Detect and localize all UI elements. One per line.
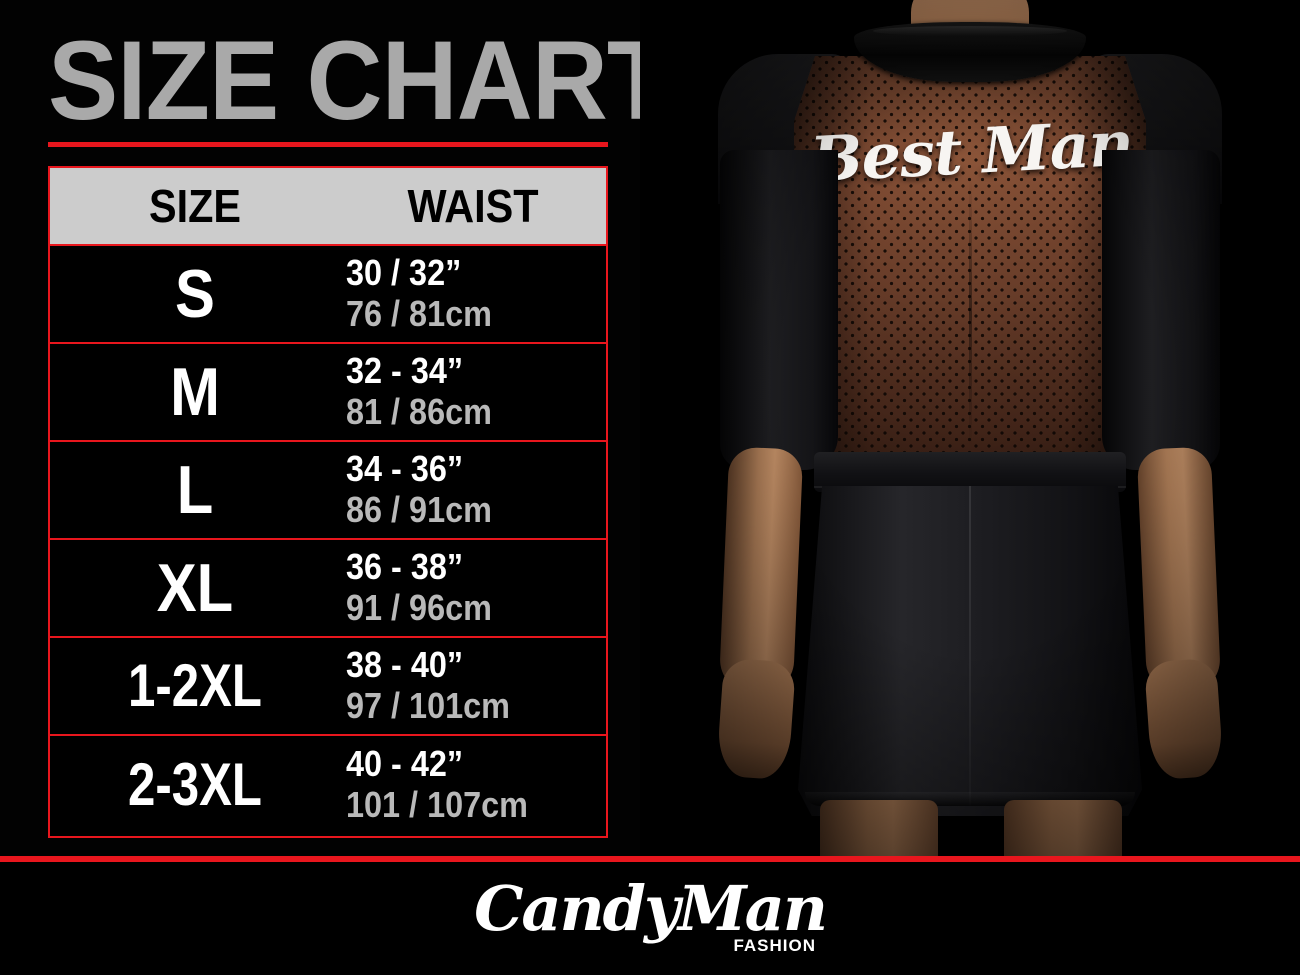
model-forearm-left: [718, 446, 804, 696]
table-header-row: SIZE WAIST: [50, 168, 606, 246]
waist-inches: 40 - 42”: [346, 743, 464, 784]
cell-size: L: [176, 452, 214, 528]
waist-inches: 34 - 36”: [346, 448, 464, 489]
garment-skirt-seam: [969, 486, 971, 806]
footer: CandyMan FASHION: [0, 862, 1300, 975]
brand-logo-wordmark: CandyMan: [474, 872, 828, 945]
size-chart-table: SIZE WAIST S 30 / 32” 76 / 81cm M 32 - 3…: [48, 166, 608, 838]
garment-sleeve-left: [720, 150, 838, 470]
model-spine-shadow: [969, 179, 972, 450]
waist-centimeters: 91 / 96cm: [346, 587, 492, 628]
table-row: L 34 - 36” 86 / 91cm: [50, 442, 606, 540]
waist-inches: 30 / 32”: [346, 252, 462, 293]
waist-inches: 36 - 38”: [346, 546, 464, 587]
model-forearm-right: [1136, 446, 1222, 696]
title-underline-rule: [48, 142, 608, 147]
table-row: S 30 / 32” 76 / 81cm: [50, 246, 606, 344]
waist-centimeters: 81 / 86cm: [346, 391, 492, 432]
model-hand-left: [715, 657, 797, 781]
table-row: M 32 - 34” 81 / 86cm: [50, 344, 606, 442]
model-hand-right: [1143, 657, 1225, 781]
brand-logo: CandyMan FASHION: [450, 874, 850, 962]
cell-waist: 40 - 42” 101 / 107cm: [340, 744, 606, 826]
model-leg-left: [820, 800, 938, 858]
cell-waist: 32 - 34” 81 / 86cm: [340, 351, 606, 433]
table-row: 1-2XL 38 - 40” 97 / 101cm: [50, 638, 606, 736]
cell-waist: 38 - 40” 97 / 101cm: [340, 645, 606, 727]
cell-size: S: [175, 256, 215, 332]
cell-size: XL: [156, 550, 234, 626]
garment-sleeve-right: [1102, 150, 1220, 470]
footer-divider-rule: [0, 856, 1300, 862]
cell-size: M: [170, 354, 220, 430]
size-chart-pane: SIZE CHART SIZE WAIST S 30 / 32” 76 / 81…: [0, 0, 671, 860]
waist-centimeters: 101 / 107cm: [346, 784, 528, 825]
cell-size: 1-2XL: [128, 652, 262, 719]
waist-inches: 38 - 40”: [346, 644, 464, 685]
brand-logo-subtitle: FASHION: [733, 936, 816, 955]
product-photo: Best Man: [640, 0, 1300, 858]
cell-waist: 30 / 32” 76 / 81cm: [340, 253, 606, 335]
cell-waist: 34 - 36” 86 / 91cm: [340, 449, 606, 531]
waist-centimeters: 76 / 81cm: [346, 293, 492, 334]
column-header-waist: WAIST: [407, 180, 539, 232]
best-man-graphic-text: Best Man: [808, 106, 1135, 197]
model-leg-right: [1004, 800, 1122, 858]
table-row: 2-3XL 40 - 42” 101 / 107cm: [50, 736, 606, 834]
waist-centimeters: 86 / 91cm: [346, 489, 492, 530]
waist-inches: 32 - 34”: [346, 350, 464, 391]
page-title: SIZE CHART: [48, 18, 671, 143]
cell-size: 2-3XL: [128, 751, 262, 818]
waist-centimeters: 97 / 101cm: [346, 685, 510, 726]
product-photo-scene: Best Man: [640, 0, 1300, 858]
table-row: XL 36 - 38” 91 / 96cm: [50, 540, 606, 638]
column-header-size: SIZE: [148, 180, 242, 232]
cell-waist: 36 - 38” 91 / 96cm: [340, 547, 606, 629]
